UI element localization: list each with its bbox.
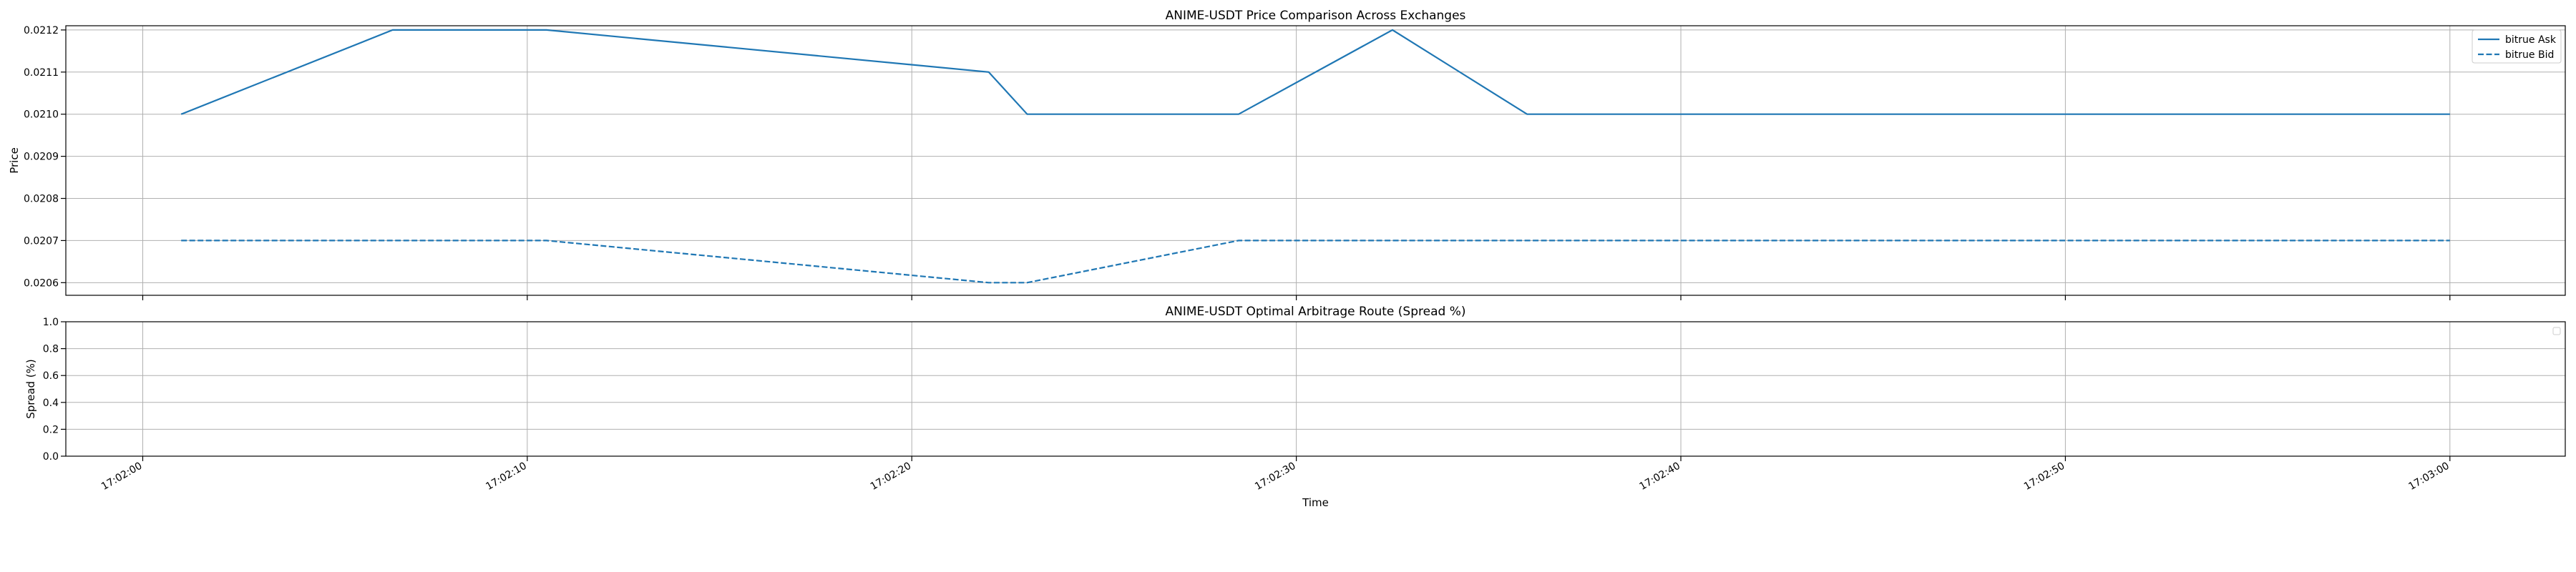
top-ytick-label: 0.0211: [24, 67, 59, 79]
bot-ytick-label: 0.6: [43, 370, 59, 382]
top-ytick-label: 0.0208: [24, 194, 59, 205]
spread-chart-xlabel: Time: [1302, 496, 1329, 509]
price-chart-frame: [65, 25, 2566, 296]
xtick-label: 17:02:50: [2022, 460, 2067, 493]
xtick-label: 17:02:00: [99, 460, 144, 493]
price-chart-legend: bitrue Ask bitrue Bid: [2472, 29, 2562, 64]
price-chart-ylabel: Price: [8, 147, 21, 174]
top-ytick-label: 0.0206: [24, 277, 59, 289]
xtick-label: 17:02:10: [484, 460, 528, 493]
bot-ytick-label: 0.0: [43, 451, 59, 463]
bot-ytick-label: 0.2: [43, 424, 59, 435]
top-ytick-label: 0.0212: [24, 25, 59, 36]
xtick-label: 17:02:40: [1638, 460, 1682, 493]
top-ytick-label: 0.0209: [24, 152, 59, 163]
bot-ytick-label: 1.0: [43, 317, 59, 328]
price-chart-series: [180, 29, 2450, 284]
series-line-ask: [180, 29, 2450, 115]
bot-ytick-label: 0.4: [43, 398, 59, 409]
price-comparison-chart: ANIME-USDT Price Comparison Across Excha…: [8, 9, 2566, 300]
spread-chart-ylabel: Spread (%): [24, 359, 37, 419]
price-chart-ticks: 0.0206 0.0207 0.0208 0.0209 0.0210 0.0211 0.02…: [24, 25, 2451, 300]
spread-chart-grid: [66, 321, 2565, 457]
spread-chart-ticks: 0.0 0.2 0.4 0.6 0.8 1.0 17:02:00 17:02:10 17:02:…: [43, 317, 2451, 493]
series-line-bid: [181, 240, 2450, 284]
top-ytick-label: 0.0207: [24, 235, 59, 247]
legend-label-ask: bitrue Ask: [2505, 34, 2557, 46]
spread-chart-title: ANIME-USDT Optimal Arbitrage Route (Spre…: [1166, 305, 1466, 319]
legend-label-bid: bitrue Bid: [2505, 49, 2554, 61]
spread-chart-frame: [65, 321, 2566, 457]
xtick-label: 17:02:20: [869, 460, 913, 493]
xtick-label: 17:02:30: [1253, 460, 1297, 493]
bot-ytick-label: 0.8: [43, 344, 59, 355]
price-chart-title: ANIME-USDT Price Comparison Across Excha…: [1166, 9, 1466, 23]
price-chart-grid: [66, 26, 2565, 295]
xtick-label: 17:03:00: [2406, 460, 2451, 493]
spread-chart-legend-box: [2552, 327, 2561, 335]
top-ytick-label: 0.0210: [24, 109, 59, 121]
spread-chart: ANIME-USDT Optimal Arbitrage Route (Spre…: [24, 305, 2566, 509]
